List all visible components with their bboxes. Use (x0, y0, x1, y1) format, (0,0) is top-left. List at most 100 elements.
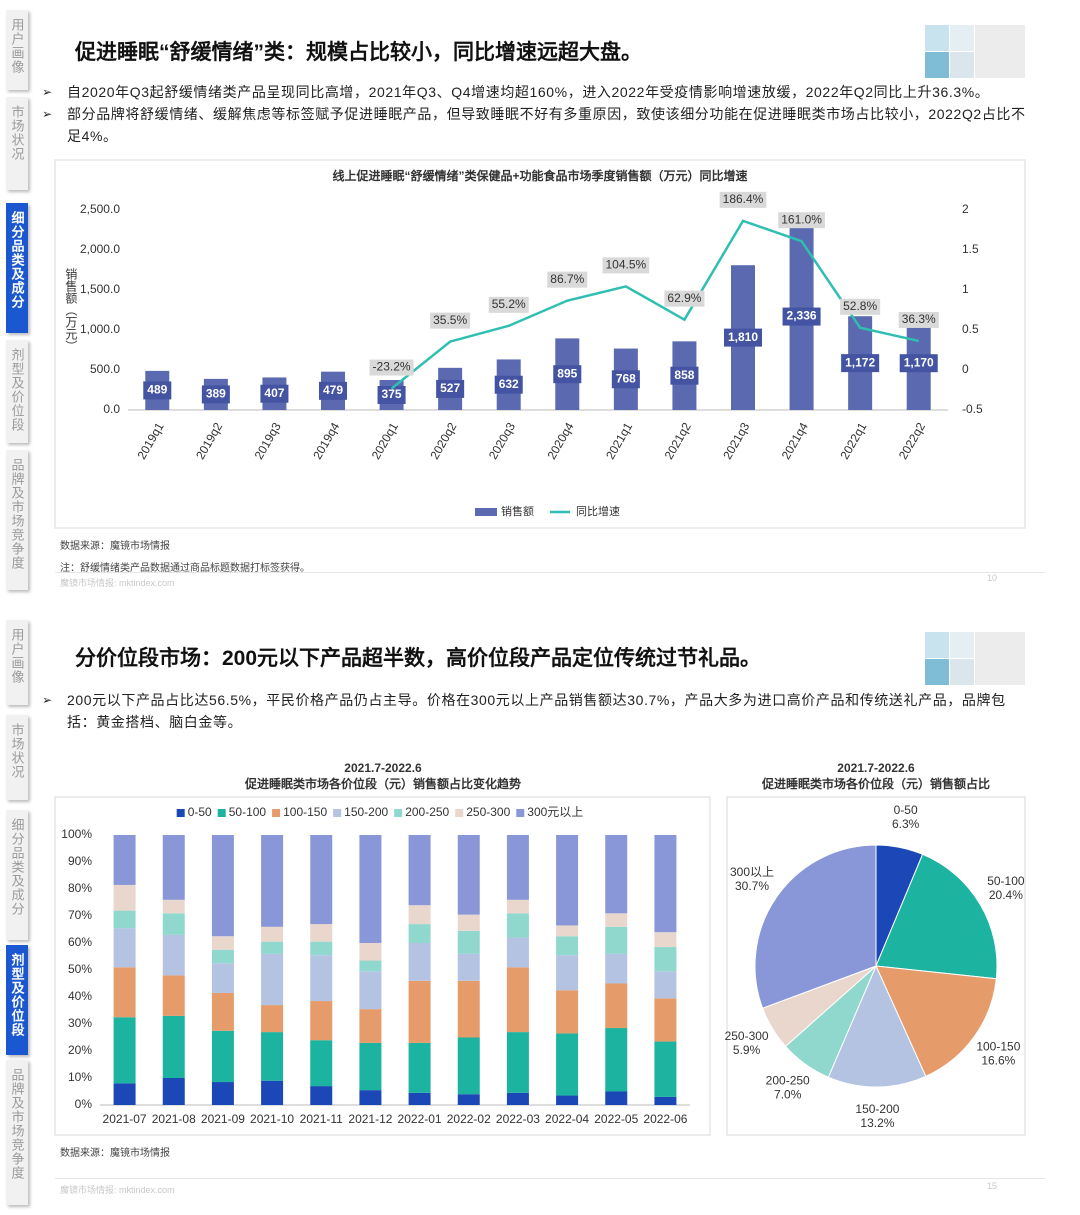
pie-value-label: 7.0% (774, 1088, 802, 1102)
bar-segment (211, 1030, 234, 1083)
line-value-label: 62.9% (667, 291, 701, 305)
bar-segment (211, 949, 234, 964)
bar-segment (359, 943, 382, 961)
decor (925, 52, 949, 78)
pie-slice (875, 853, 998, 980)
line-value-label: 36.3% (902, 312, 936, 326)
bar-segment (457, 914, 480, 931)
line-value-label: 86.7% (550, 272, 584, 286)
bar-segment (408, 924, 431, 943)
line-value-label-bg (369, 359, 414, 376)
bar-segment (605, 983, 628, 1029)
x-tick-label: 2019q2 (193, 420, 225, 462)
bar-segment (408, 943, 431, 981)
bar-segment (310, 924, 333, 942)
x-tick-label: 2020q4 (544, 420, 576, 462)
x-tick-label: 2022-04 (545, 1112, 589, 1126)
legend-label: 200-250 (405, 805, 449, 819)
pie-value-label: 16.6% (981, 1054, 1015, 1068)
bar-segment (457, 980, 480, 1038)
bar-segment (211, 936, 234, 950)
bar-value-label: 375 (382, 387, 402, 401)
decor (925, 632, 949, 658)
bar-segment (310, 1001, 333, 1041)
bar-segment (408, 1092, 431, 1105)
bar-segment (654, 971, 677, 999)
y-tick-label: 100% (61, 827, 92, 841)
legend-swatch (516, 809, 525, 817)
bar-segment (654, 1041, 677, 1097)
bar-segment (605, 835, 628, 914)
y-tick-label: 10% (68, 1070, 92, 1084)
legend-label: 150-200 (344, 805, 388, 819)
pie-label: 100-150 (976, 1040, 1020, 1054)
chart-subtitle: 促进睡眠类市场各价位段（元）销售额占比 (761, 776, 990, 791)
bar-value-label: 895 (557, 366, 577, 380)
decor (950, 52, 974, 78)
decor (950, 659, 974, 685)
x-tick-label: 2021q3 (720, 420, 752, 462)
bar-segment (113, 928, 136, 968)
line-value-label: 104.5% (606, 258, 647, 272)
x-tick-label: 2020q3 (486, 420, 518, 462)
y-tick-label: 60% (68, 935, 92, 949)
bar-segment (556, 936, 579, 956)
y-tick-label: 90% (68, 854, 92, 868)
x-tick-label: 2021q1 (603, 420, 635, 462)
bar-segment (556, 1095, 579, 1105)
nav-tab: 用户画像 (6, 620, 28, 705)
bar-segment (359, 971, 382, 1010)
bar-segment (162, 1078, 185, 1105)
line-value-label: 52.8% (843, 299, 877, 313)
bar-segment (408, 835, 431, 906)
y-tick-label: 2,000.0 (80, 242, 120, 256)
pie-label: 0-50 (894, 803, 918, 817)
pie-label: 150-200 (855, 1102, 899, 1116)
bar-value-label: 527 (440, 381, 460, 395)
line-value-label-bg (664, 290, 705, 307)
line-value-label-bg (719, 191, 767, 208)
nav-tab: 细分品类及成分 (6, 810, 28, 940)
nav-tab: 品牌及市场竞争度 (6, 1060, 28, 1205)
bar-segment (261, 953, 284, 1006)
bar-segment (654, 947, 677, 972)
y-tick-label: 0% (75, 1097, 93, 1111)
legend-swatch (333, 809, 342, 817)
x-tick-label: 2021-07 (103, 1112, 147, 1126)
source-note: 数据来源：魔镜市场情报 (60, 1148, 170, 1159)
y-tick-label: 80% (68, 881, 92, 895)
bar-segment (457, 1037, 480, 1095)
chart-frame (726, 796, 1026, 1136)
y-tick-label: 1,500.0 (80, 282, 120, 296)
legend-label: 100-150 (283, 805, 327, 819)
pie-value-label: 6.3% (892, 817, 920, 831)
chart-frame (54, 796, 711, 1136)
nav-tab: 市场状况 (6, 715, 28, 800)
x-tick-label: 2021-11 (300, 1112, 343, 1126)
bar-value-label: 632 (499, 377, 519, 391)
decor (925, 25, 949, 51)
bar-value-label-bg (436, 379, 465, 398)
slide-title: 分价位段市场：200元以下产品超半数，高价位段产品定位传统过节礼品。 (75, 647, 762, 670)
chart-frame (54, 159, 1026, 529)
y-tick-label: 20% (68, 1043, 92, 1057)
bar-segment (359, 1042, 382, 1091)
y-tick-label: 50% (68, 962, 92, 976)
bar-segment (359, 960, 382, 972)
bar-segment (408, 905, 431, 925)
legend-label: 销售额 (501, 504, 534, 518)
y-axis-label: 销售额（万元） (64, 268, 78, 352)
pie-label: 50-100 (987, 874, 1025, 888)
line-value-label: 186.4% (723, 192, 764, 206)
legend-label: 250-300 (466, 805, 510, 819)
line-value-label: 161.0% (781, 212, 822, 226)
bar-value-label-bg (553, 365, 582, 384)
bar-segment (310, 955, 333, 1002)
chart-subtitle: 促进睡眠类市场各价位段（元）销售额占比变化趋势 (244, 776, 521, 791)
decor (975, 25, 1025, 78)
pie-label: 300以上 (730, 865, 774, 879)
bar-value-label-bg (782, 307, 821, 326)
legend-swatch (455, 809, 464, 817)
bar-value-label: 1,170 (904, 355, 934, 369)
x-tick-label: 2021q4 (779, 420, 811, 462)
